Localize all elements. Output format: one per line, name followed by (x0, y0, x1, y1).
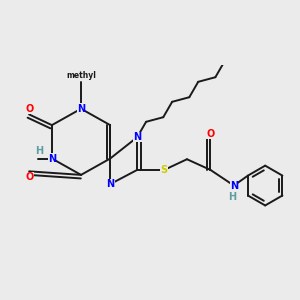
Text: methyl: methyl (66, 71, 96, 80)
Text: H: H (228, 192, 236, 202)
Text: S: S (161, 165, 168, 175)
Text: N: N (48, 154, 56, 164)
Text: O: O (25, 172, 33, 182)
Text: N: N (77, 104, 85, 114)
Text: N: N (230, 181, 238, 190)
Text: O: O (25, 104, 33, 114)
Text: O: O (206, 129, 214, 139)
Text: N: N (106, 179, 114, 189)
Text: N: N (133, 132, 141, 142)
Text: H: H (35, 146, 43, 156)
